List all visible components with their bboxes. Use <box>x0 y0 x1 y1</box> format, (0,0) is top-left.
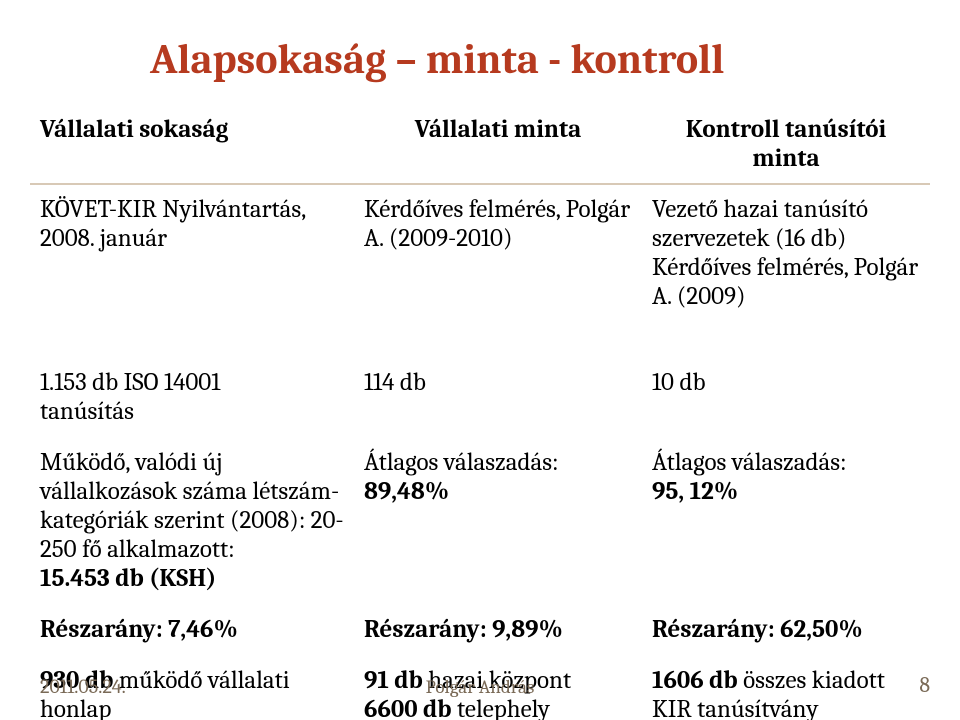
slide: Alapsokaság – minta - kontroll Vállalati… <box>0 0 960 720</box>
hq-count: 91 db <box>364 666 428 695</box>
cell-ratio-control: Részarány: 62,50% <box>642 605 930 656</box>
cell-avg-response-control: Átlagos válaszadás: 95, 12% <box>642 438 930 605</box>
avg-response-value-sample: 89,48% <box>364 477 449 506</box>
ratio-val-3: 62,50% <box>780 615 863 644</box>
ratio-label-1: Részarány: <box>40 615 168 644</box>
table-header-block: Vállalati sokaság Vállalati minta Kontro… <box>30 109 930 323</box>
slide-title: Alapsokaság – minta - kontroll <box>30 20 930 84</box>
cell-114db: 114 db <box>354 358 642 438</box>
cell-avg-response-sample: Átlagos válaszadás: 89,48% <box>354 438 642 605</box>
cell-ratio-population: Részarány: 7,46% <box>30 605 354 656</box>
table2-row2: Működő, valódi új vállalkozások száma lé… <box>30 438 930 605</box>
avg-response-value-control: 95, 12% <box>652 477 738 506</box>
table2-row3: Részarány: 7,46% Részarány: 9,89% Részar… <box>30 605 930 656</box>
cell-survey-2009-2010: Kérdőíves felmérés, Polgár A. (2009-2010… <box>354 184 642 323</box>
iso14001-count-line1: 1.153 db ISO 14001 <box>40 368 220 397</box>
table-body-block: 1.153 db ISO 14001 tanúsítás 114 db 10 d… <box>30 358 930 720</box>
th-company-population: Vállalati sokaság <box>30 109 354 184</box>
avg-response-label-control: Átlagos válaszadás: <box>652 448 847 477</box>
footer-date: 2011.05.24. <box>40 675 126 698</box>
all-certs-count: 1606 db <box>652 666 743 695</box>
ratio-val-2: 9,89% <box>492 615 563 644</box>
site-text: telephely <box>457 695 550 720</box>
footer-page-number: 8 <box>919 672 930 698</box>
cell-working-enterprises: Működő, valódi új vállalkozások száma lé… <box>30 438 354 605</box>
table2-row4: 930 db működő vállalati honlap 91 db haz… <box>30 656 930 720</box>
cell-iso14001-count: 1.153 db ISO 14001 tanúsítás <box>30 358 354 438</box>
ratio-label-2: Részarány: <box>364 615 492 644</box>
avg-response-label-sample: Átlagos válaszadás: <box>364 448 559 477</box>
cell-all-certs: 1606 db összes kiadott KIR tanúsítvány <box>642 656 930 720</box>
working-enterprises-text: Működő, valódi új vállalkozások száma lé… <box>40 448 344 564</box>
hq-text: hazai központ <box>428 666 571 695</box>
th-control-sample: Kontroll tanúsítói minta <box>642 109 930 184</box>
th-company-sample: Vállalati minta <box>354 109 642 184</box>
ratio-label-3: Részarány: <box>652 615 780 644</box>
cell-ratio-sample: Részarány: 9,89% <box>354 605 642 656</box>
site-count: 6600 db <box>364 695 457 720</box>
iso14001-count-line2: tanúsítás <box>40 397 134 426</box>
ratio-val-1: 7,46% <box>168 615 238 644</box>
cell-10db: 10 db <box>642 358 930 438</box>
ksh-count: 15.453 db (KSH) <box>40 564 216 593</box>
table1-row1: KÖVET-KIR Nyilvántartás, 2008. január Ké… <box>30 184 930 323</box>
cell-kovet-kir: KÖVET-KIR Nyilvántartás, 2008. január <box>30 184 354 323</box>
cell-leading-certifiers: Vezető hazai tanúsító szervezetek (16 db… <box>642 184 930 323</box>
cell-hq-sites: 91 db hazai központ 6600 db telephely <box>354 656 642 720</box>
table-header-row: Vállalati sokaság Vállalati minta Kontro… <box>30 109 930 184</box>
table2-row1: 1.153 db ISO 14001 tanúsítás 114 db 10 d… <box>30 358 930 438</box>
